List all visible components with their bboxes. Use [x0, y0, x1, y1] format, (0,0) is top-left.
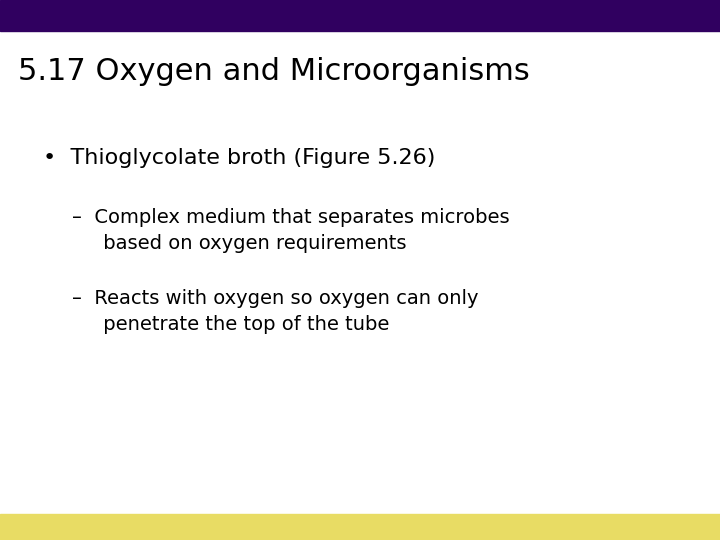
Bar [0, 514, 720, 540]
Text: •  Thioglycolate broth (Figure 5.26): • Thioglycolate broth (Figure 5.26) [43, 148, 436, 168]
Text: © 2012 Pearson Education, Inc.: © 2012 Pearson Education, Inc. [13, 525, 190, 536]
Text: –  Complex medium that separates microbes
     based on oxygen requirements: – Complex medium that separates microbes… [72, 208, 510, 253]
Text: –  Reacts with oxygen so oxygen can only
     penetrate the top of the tube: – Reacts with oxygen so oxygen can only … [72, 289, 479, 334]
Text: 5.17 Oxygen and Microorganisms: 5.17 Oxygen and Microorganisms [18, 57, 530, 86]
Bar [0, 0, 720, 31]
